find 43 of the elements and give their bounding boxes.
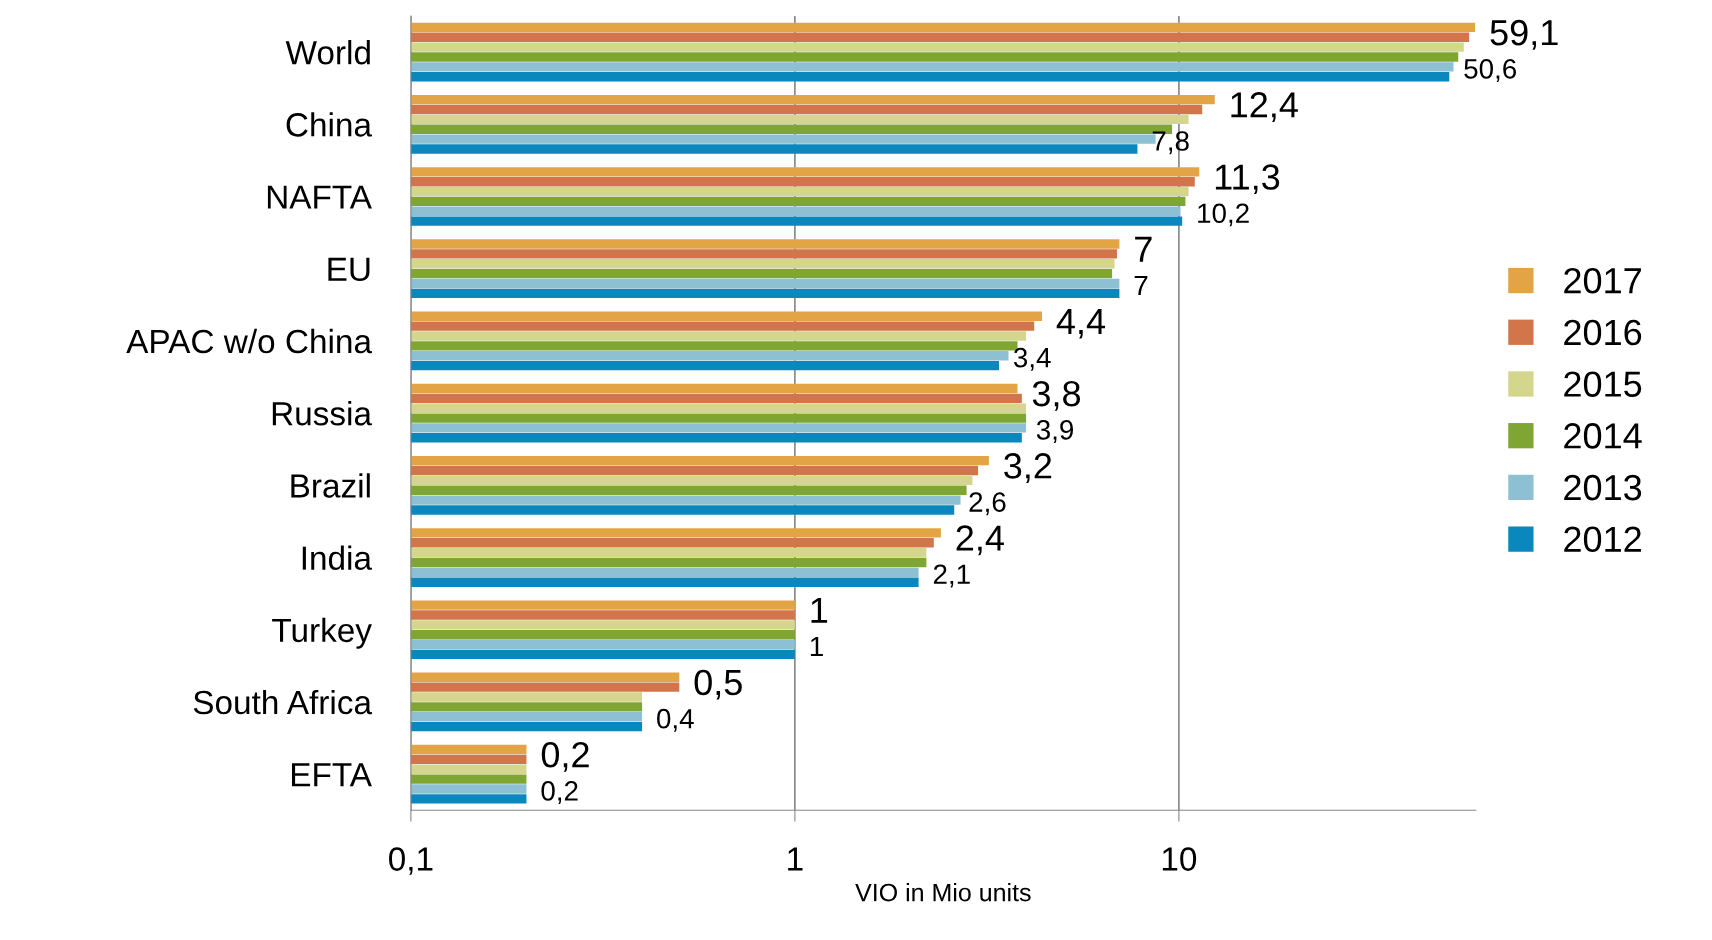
y-tick-label: EFTA: [292, 763, 372, 787]
data-label: 1: [811, 597, 828, 623]
legend-label: 2013: [1564, 474, 1642, 501]
data-label: 3,9: [1036, 420, 1074, 443]
data-label: 3,4: [1013, 347, 1051, 371]
x-tick-label: 0,1: [389, 847, 433, 875]
data-label: 10,2: [1198, 203, 1249, 227]
data-label: 50,6: [1464, 58, 1517, 82]
data-label: 59,1: [1490, 19, 1558, 50]
data-label: 4,4: [1056, 309, 1105, 339]
data-label: 3,2: [1004, 453, 1052, 483]
legend-label: 2016: [1564, 319, 1642, 346]
y-tick-label: NAFTA: [267, 185, 372, 209]
x-axis-title: VIO in Mio units: [855, 883, 1031, 902]
data-label: 12,4: [1231, 92, 1298, 122]
legend-label: 2012: [1564, 526, 1641, 553]
x-tick-label: 10: [1162, 847, 1197, 871]
data-label: 1: [810, 636, 823, 657]
y-tick-label: China: [286, 112, 372, 137]
data-label: 2,4: [956, 525, 1004, 556]
y-tick-label: Brazil: [291, 473, 370, 498]
data-label: 3,8: [1032, 380, 1081, 411]
y-tick-label: World: [285, 40, 370, 65]
y-tick-label: EU: [328, 257, 370, 282]
data-label: 7: [1135, 236, 1152, 262]
x-tick-label: 1: [788, 847, 803, 871]
data-label: 0,2: [541, 781, 578, 805]
data-label: 0,4: [657, 708, 694, 732]
legend-label: 2015: [1564, 371, 1642, 397]
y-tick-label: Russia: [272, 401, 372, 426]
legend-label: 2014: [1564, 423, 1642, 449]
data-label: 0,5: [694, 669, 742, 700]
y-tick-label: India: [302, 545, 372, 570]
y-tick-label: South Africa: [193, 689, 372, 715]
data-label: 2,6: [969, 492, 1006, 516]
data-label: 7,8: [1152, 131, 1189, 155]
data-label: 11,3: [1215, 164, 1280, 195]
data-label: 7: [1134, 275, 1148, 296]
y-tick-label: Turkey: [272, 617, 372, 649]
legend-label: 2017: [1564, 267, 1641, 294]
data-label: 0,2: [541, 741, 589, 772]
y-tick-label: APAC w/o China: [126, 328, 372, 354]
data-label: 2,1: [933, 564, 970, 588]
